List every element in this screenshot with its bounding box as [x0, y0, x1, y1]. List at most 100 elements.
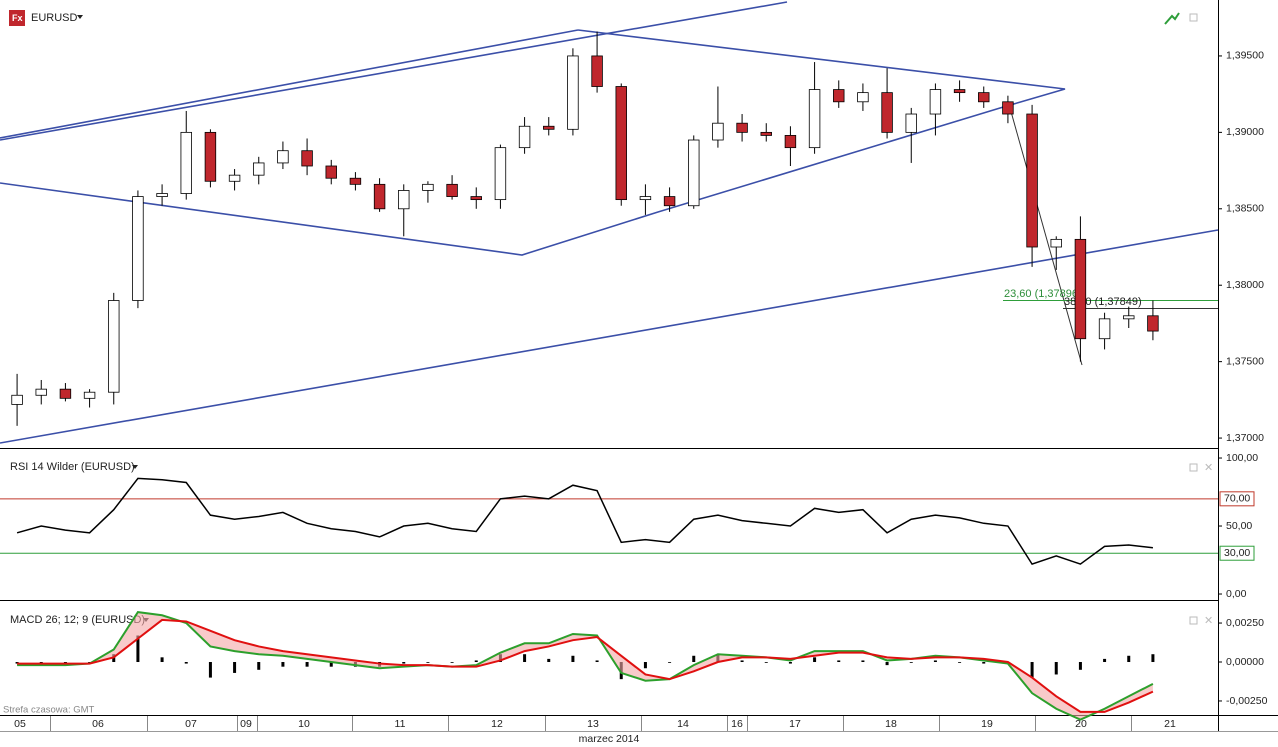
- histogram-bar: [257, 662, 261, 670]
- histogram-bar: [15, 662, 19, 664]
- histogram-bar: [885, 662, 889, 666]
- histogram-bar: [861, 660, 865, 663]
- candle-body: [953, 89, 966, 94]
- trend-icon[interactable]: [1164, 12, 1180, 25]
- candle-body: [180, 131, 192, 194]
- macd-title: MACD 26; 12; 9 (EURUSD): [10, 614, 145, 626]
- y-tick-label: 1,39500: [1226, 50, 1264, 62]
- histogram-bar: [184, 662, 188, 664]
- y-tick-label: 50,00: [1226, 520, 1252, 532]
- candle-body: [929, 89, 942, 115]
- level-label: 30,00: [1224, 547, 1250, 559]
- candle-body: [156, 193, 168, 197]
- candle-body: [543, 125, 555, 130]
- candle-body: [35, 388, 47, 396]
- rsi-line: [16, 477, 1154, 565]
- candle-body: [301, 150, 313, 167]
- level-tag: [1219, 545, 1255, 561]
- symbol[interactable]: EURUSD: [31, 12, 78, 24]
- fx-icon[interactable]: [9, 10, 25, 26]
- x-tick-label: 12: [491, 718, 503, 730]
- candle-body: [373, 183, 386, 210]
- candle-body: [1147, 315, 1159, 332]
- close-icon[interactable]: ✕: [1204, 615, 1213, 627]
- histogram-bar: [281, 662, 285, 667]
- fib-label: 23,60 (1,37896): [1004, 288, 1082, 300]
- panel-icon[interactable]: [1189, 463, 1198, 472]
- level-tag: [1219, 491, 1255, 507]
- histogram-bar: [426, 662, 430, 663]
- histogram-bar: [982, 662, 986, 664]
- histogram-bar: [160, 657, 164, 663]
- level-label: 70,00: [1224, 493, 1250, 505]
- histogram-bar: [523, 654, 527, 663]
- x-tick-label: 07: [185, 718, 197, 730]
- candle-body: [760, 131, 772, 136]
- candle-body: [639, 196, 652, 201]
- x-tick-label: 16: [731, 718, 743, 730]
- histogram-bar: [764, 662, 768, 663]
- histogram-bar: [136, 635, 140, 663]
- candle-body: [349, 177, 362, 185]
- y-tick-label: 0,00: [1226, 588, 1247, 600]
- histogram-bar: [740, 660, 744, 663]
- histogram-bar: [329, 662, 333, 667]
- candle-body: [808, 89, 821, 149]
- histogram-bar: [837, 660, 841, 663]
- histogram-bar: [88, 662, 92, 663]
- candle-body: [712, 122, 724, 141]
- panel-icon[interactable]: [1189, 13, 1198, 22]
- candle-body: [83, 391, 96, 399]
- y-tick-label: 1,37500: [1226, 355, 1264, 367]
- histogram-bar: [208, 662, 212, 678]
- histogram-bar: [788, 662, 792, 664]
- candle-body: [494, 147, 507, 201]
- histogram-bar: [571, 655, 575, 663]
- x-tick-label: 20: [1075, 718, 1087, 730]
- x-tick-label: 14: [677, 718, 689, 730]
- x-tick-label: 21: [1164, 718, 1176, 730]
- candle-body: [881, 92, 893, 133]
- panel-icon[interactable]: [1189, 616, 1198, 625]
- x-tick-label: 10: [298, 718, 310, 730]
- candle-body: [1074, 238, 1087, 340]
- trend-lines: [0, 1, 1219, 444]
- y-tick-label: 1,38000: [1226, 279, 1264, 291]
- candle-body: [422, 183, 434, 191]
- histogram-bar: [668, 662, 672, 663]
- candle-body: [277, 150, 289, 164]
- candle-body: [1002, 101, 1014, 115]
- x-tick-label: 18: [885, 718, 897, 730]
- candle-body: [253, 162, 265, 176]
- candle-body: [204, 131, 217, 182]
- candle-body: [1123, 315, 1135, 320]
- candle-body: [398, 190, 410, 210]
- histogram-bar: [474, 660, 478, 663]
- histogram-bar: [233, 662, 237, 673]
- histogram-bar: [402, 662, 406, 664]
- fib-line: [1009, 107, 1083, 366]
- timezone: Strefa czasowa: GMT: [3, 705, 95, 716]
- x-tick-label: 05: [14, 718, 26, 730]
- candle-body: [591, 55, 603, 87]
- x-tick-label: 06: [92, 718, 104, 730]
- candle-body: [1098, 318, 1111, 340]
- dropdown-arrow[interactable]: [132, 465, 138, 469]
- x-tick-label: 17: [789, 718, 801, 730]
- histogram-bar: [643, 662, 647, 669]
- candle-body: [446, 183, 458, 197]
- y-tick-label: 100,00: [1226, 452, 1258, 464]
- y-tick-label: 0,00000: [1226, 656, 1264, 668]
- histogram-bar: [692, 655, 696, 663]
- histogram-bar: [813, 657, 817, 663]
- y-tick-label: -0,00250: [1226, 695, 1268, 707]
- close-icon[interactable]: ✕: [1204, 462, 1213, 474]
- candle-body: [784, 135, 797, 149]
- macd-line: [17, 618, 1154, 713]
- candle-body: [470, 196, 482, 201]
- dropdown-arrow[interactable]: [77, 15, 83, 19]
- histogram-bar: [1030, 662, 1034, 678]
- candle-body: [108, 300, 120, 393]
- month-label: marzec 2014: [579, 733, 640, 745]
